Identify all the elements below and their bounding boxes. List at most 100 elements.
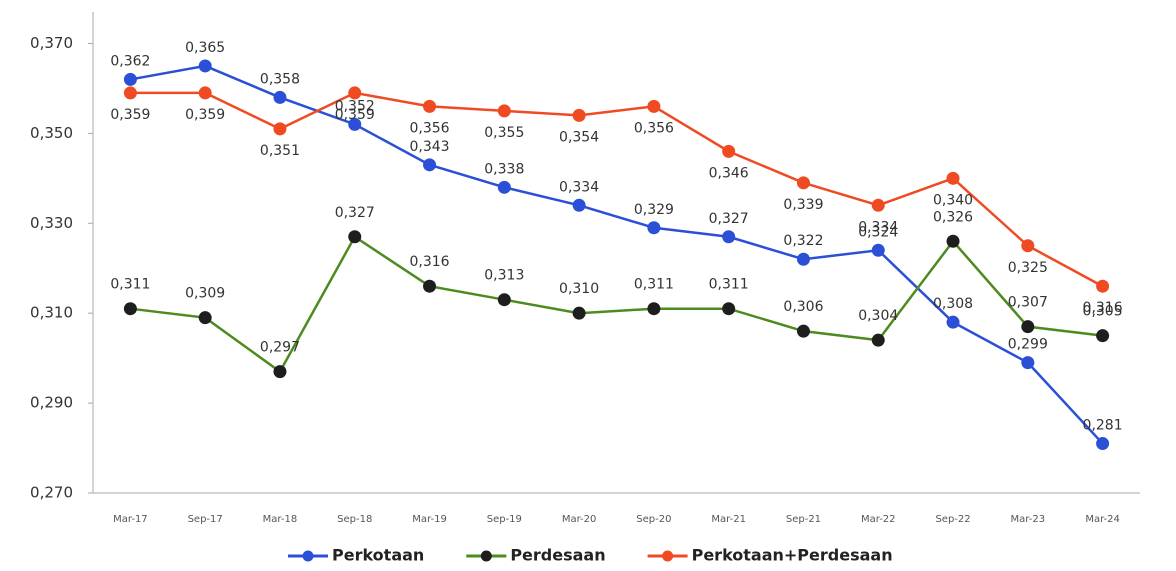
series-line — [130, 91, 1104, 288]
legend-marker — [662, 550, 674, 562]
point — [123, 302, 137, 316]
data-label: 0,322 — [783, 233, 823, 249]
data-label: 0,316 — [409, 254, 449, 270]
x-tick-label: Mar-17 — [113, 514, 148, 525]
data-label: 0,359 — [185, 107, 225, 123]
point — [423, 158, 437, 172]
data-label: 0,311 — [709, 277, 749, 293]
data-label: 0,313 — [484, 268, 524, 284]
y-tick-label: 0,290 — [30, 394, 73, 412]
legend-marker — [480, 550, 492, 562]
legend-label: Perkotaan — [332, 546, 424, 565]
x-tick-label: Mar-19 — [412, 514, 447, 525]
y-tick-label: 0,330 — [30, 214, 73, 232]
point — [348, 86, 362, 100]
point — [273, 365, 287, 379]
point — [647, 99, 661, 113]
data-label: 0,326 — [933, 209, 973, 225]
x-tick-label: Mar-21 — [711, 514, 746, 525]
x-tick-label: Sep-19 — [487, 514, 522, 525]
point — [1096, 329, 1110, 343]
point — [348, 230, 362, 244]
data-label: 0,359 — [335, 107, 375, 123]
point — [647, 302, 661, 316]
data-label: 0,324 — [858, 224, 898, 240]
data-label: 0,309 — [185, 286, 225, 302]
series-line — [130, 234, 1103, 374]
point — [722, 144, 736, 158]
point — [871, 243, 885, 257]
data-label: 0,310 — [559, 281, 599, 297]
data-label: 0,297 — [260, 340, 300, 356]
point — [1021, 356, 1035, 370]
point — [796, 324, 810, 338]
data-label: 0,306 — [783, 299, 823, 315]
point — [946, 171, 960, 185]
data-label: 0,334 — [858, 219, 898, 235]
data-label: 0,325 — [1008, 260, 1048, 276]
data-label: 0,334 — [559, 179, 599, 195]
data-label: 0,343 — [409, 139, 449, 155]
point — [423, 279, 437, 293]
x-tick-label: Sep-18 — [337, 514, 372, 525]
data-label: 0,355 — [484, 125, 524, 141]
point — [348, 117, 362, 131]
data-label: 0,305 — [1083, 304, 1123, 320]
data-label: 0,346 — [709, 165, 749, 181]
data-label: 0,358 — [260, 71, 300, 87]
data-label: 0,281 — [1083, 418, 1123, 434]
x-tick-label: Mar-24 — [1085, 514, 1120, 525]
point — [946, 234, 960, 248]
point — [198, 311, 212, 325]
data-label: 0,327 — [335, 205, 375, 221]
point — [1021, 320, 1035, 334]
data-label: 0,311 — [634, 277, 674, 293]
x-tick-label: Mar-20 — [562, 514, 597, 525]
x-tick-label: Mar-23 — [1011, 514, 1046, 525]
x-tick-label: Sep-20 — [636, 514, 671, 525]
point — [871, 333, 885, 347]
point — [946, 315, 960, 329]
data-label: 0,304 — [858, 308, 898, 324]
legend-marker — [302, 550, 314, 562]
point — [273, 122, 287, 136]
data-label: 0,308 — [933, 296, 973, 312]
point — [796, 252, 810, 266]
point — [722, 302, 736, 316]
point — [423, 99, 437, 113]
data-label: 0,356 — [634, 120, 674, 136]
point — [871, 198, 885, 212]
point — [123, 86, 137, 100]
y-tick-label: 0,310 — [30, 304, 73, 322]
x-tick-label: Mar-22 — [861, 514, 896, 525]
point — [572, 306, 586, 320]
data-label: 0,356 — [409, 120, 449, 136]
point — [572, 198, 586, 212]
x-tick-label: Sep-22 — [935, 514, 970, 525]
point — [1096, 437, 1110, 451]
data-label: 0,351 — [260, 143, 300, 159]
data-label: 0,359 — [110, 107, 150, 123]
data-label: 0,339 — [783, 197, 823, 213]
point — [198, 86, 212, 100]
point — [123, 72, 137, 86]
legend-label: Perdesaan — [510, 546, 605, 565]
point — [497, 293, 511, 307]
point — [497, 104, 511, 118]
x-tick-label: Mar-18 — [263, 514, 298, 525]
data-label: 0,311 — [110, 277, 150, 293]
point — [722, 230, 736, 244]
data-label: 0,329 — [634, 202, 674, 218]
x-tick-label: Sep-17 — [188, 514, 223, 525]
point — [572, 108, 586, 122]
data-label: 0,299 — [1008, 337, 1048, 353]
data-label: 0,352 — [335, 98, 375, 114]
data-label: 0,365 — [185, 40, 225, 56]
data-label: 0,354 — [559, 129, 599, 145]
point — [497, 180, 511, 194]
y-tick-label: 0,370 — [30, 34, 73, 52]
y-tick-label: 0,270 — [30, 484, 73, 502]
legend-label: Perkotaan+Perdesaan — [692, 546, 893, 565]
point — [647, 221, 661, 235]
y-tick-label: 0,350 — [30, 124, 73, 142]
